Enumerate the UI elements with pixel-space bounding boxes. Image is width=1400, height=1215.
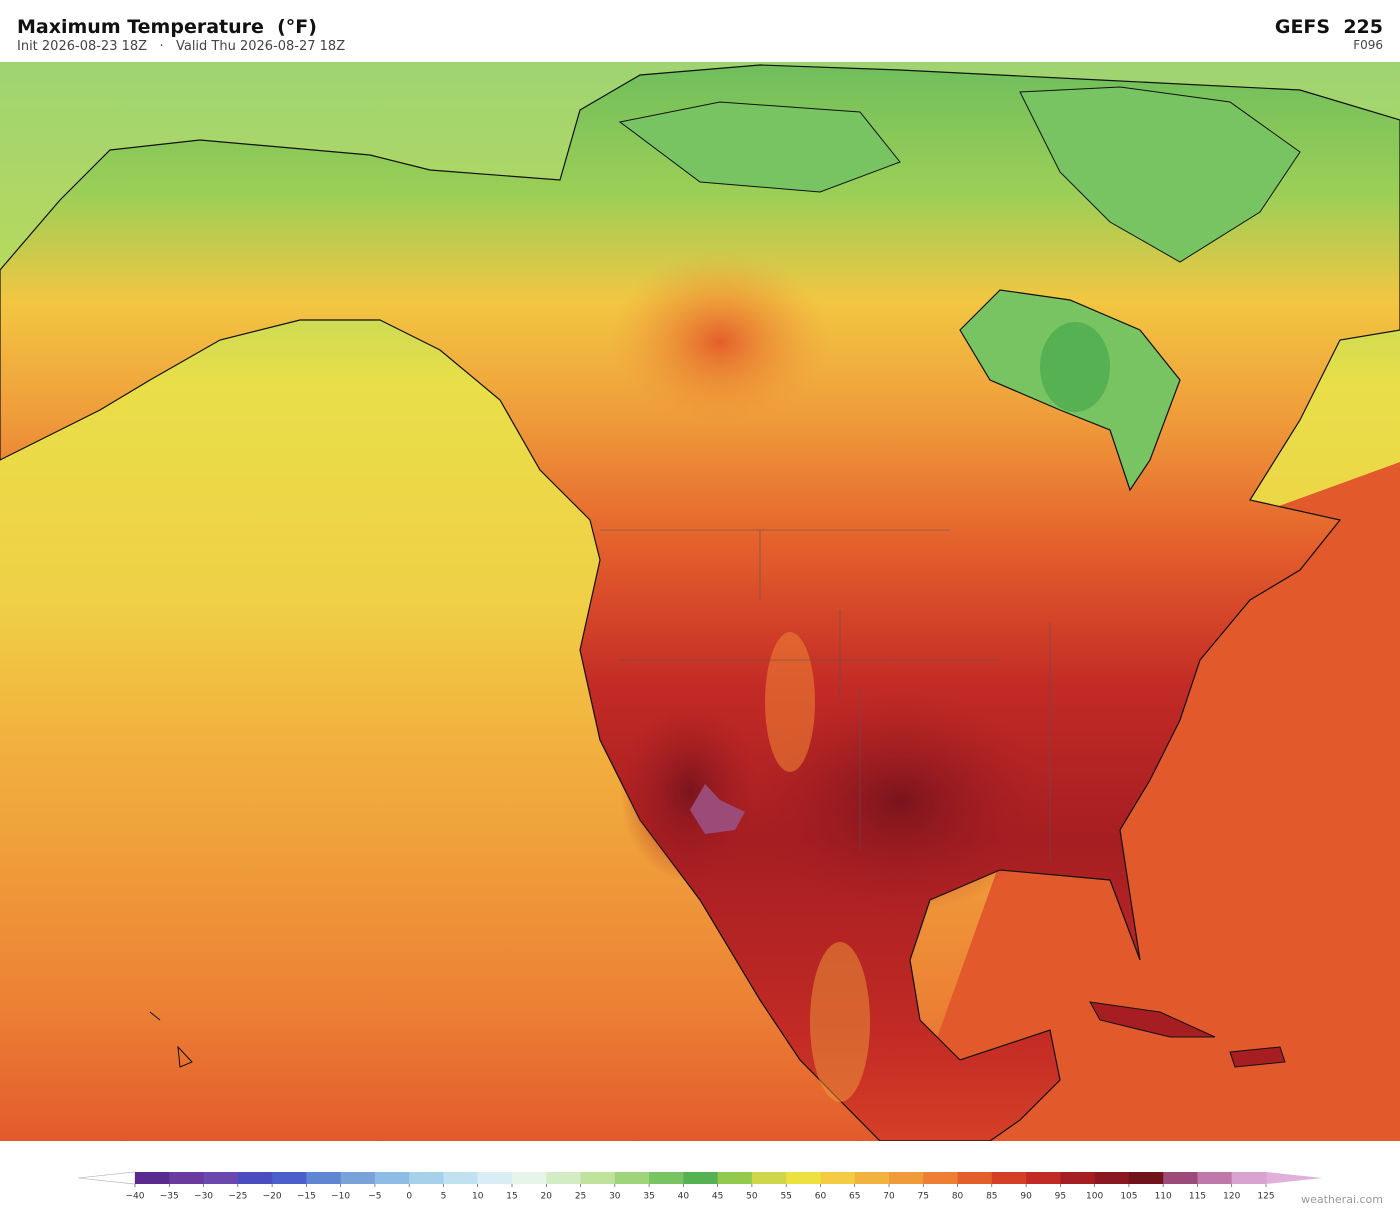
colorbar-band <box>1094 1172 1130 1184</box>
colorbar-label: −5 <box>368 1192 381 1202</box>
colorbar-band <box>717 1172 753 1184</box>
colorbar-label: −30 <box>194 1192 213 1202</box>
colorbar-label: 10 <box>472 1192 484 1202</box>
colorbar-label: 105 <box>1120 1192 1137 1202</box>
colorbar-band <box>614 1172 650 1184</box>
colorbar-band <box>751 1172 787 1184</box>
colorbar-band <box>649 1172 684 1184</box>
title: Maximum Temperature (°F) <box>17 16 317 38</box>
colorbar-label: 35 <box>643 1192 654 1202</box>
colorbar-label: 45 <box>712 1192 723 1202</box>
colorbar-band <box>203 1172 239 1184</box>
colorbar-band <box>683 1172 719 1184</box>
colorbar-label: 120 <box>1223 1192 1240 1202</box>
colorbar-label: −35 <box>160 1192 179 1202</box>
colorbar-label: 20 <box>541 1192 553 1202</box>
colorbar-label: 75 <box>918 1192 929 1202</box>
colorbar-label: 95 <box>1055 1192 1066 1202</box>
subtitle: Init 2026-08-23 18Z · Valid Thu 2026-08-… <box>17 39 346 54</box>
colorbar-under <box>77 1171 136 1185</box>
colorbar-band <box>237 1172 273 1184</box>
colorbar-band <box>340 1172 376 1184</box>
colorbar-band <box>443 1172 479 1184</box>
hudson-cool <box>1040 322 1110 412</box>
colorbar-band <box>889 1172 924 1184</box>
hot-west <box>620 702 760 882</box>
colorbar-band <box>512 1172 547 1184</box>
colorbar-label: 55 <box>780 1192 791 1202</box>
mexico-plateau <box>810 942 870 1102</box>
colorbar-band <box>854 1172 890 1184</box>
colorbar-band <box>786 1172 821 1184</box>
colorbar-label: 65 <box>849 1192 860 1202</box>
colorbar-band <box>409 1172 444 1184</box>
model: GEFS 225 <box>1274 16 1383 38</box>
hawaii <box>149 1011 193 1068</box>
colorbar-band <box>546 1172 582 1184</box>
colorbar-label: 30 <box>609 1192 621 1202</box>
caribbean-islands <box>1089 1001 1286 1068</box>
colorbar-label: 125 <box>1257 1192 1274 1202</box>
colorbar-label: −10 <box>331 1192 350 1202</box>
colorbar-label: 80 <box>952 1192 964 1202</box>
colorbar-band <box>820 1172 856 1184</box>
colorbar-band <box>1060 1172 1096 1184</box>
colorbar-band <box>306 1172 342 1184</box>
colorbar-band <box>1197 1172 1233 1184</box>
colorbar-label: 100 <box>1086 1192 1103 1202</box>
colorbar-label: 40 <box>678 1192 690 1202</box>
colorbar-band <box>1163 1172 1198 1184</box>
colorbar-band <box>957 1172 993 1184</box>
map <box>0 62 1400 1141</box>
warm-tongue <box>610 252 830 432</box>
colorbar-band <box>923 1172 959 1184</box>
colorbar-label: 25 <box>575 1192 586 1202</box>
colorbar-label: −20 <box>263 1192 282 1202</box>
colorbar-band <box>1231 1172 1267 1184</box>
colorbar-band <box>169 1172 205 1184</box>
colorbar-band <box>135 1172 170 1184</box>
watermark: weatherai.com <box>1301 1193 1383 1206</box>
atlantic <box>900 462 1400 1141</box>
colorbar-label: −15 <box>297 1192 316 1202</box>
colorbar-label: 60 <box>815 1192 827 1202</box>
colorbar-label: 85 <box>986 1192 997 1202</box>
colorbar-band <box>580 1172 616 1184</box>
colorbar-over <box>1266 1172 1322 1184</box>
forecast-hour: F096 <box>1353 38 1383 52</box>
colorbar-label: 15 <box>506 1192 517 1202</box>
mountains <box>765 632 815 772</box>
colorbar-band <box>477 1172 513 1184</box>
colorbar-label: 110 <box>1155 1192 1172 1202</box>
colorbar-label: 50 <box>746 1192 758 1202</box>
colorbar-label: 115 <box>1189 1192 1206 1202</box>
colorbar-label: −40 <box>126 1192 145 1202</box>
colorbar-label: −25 <box>228 1192 247 1202</box>
colorbar-band <box>272 1172 307 1184</box>
colorbar-label: 5 <box>441 1192 447 1202</box>
hot-core <box>750 692 1050 912</box>
arctic-islands <box>618 101 901 193</box>
extreme-heat <box>690 784 745 834</box>
colorbar: weatherai.com −40 −35 −30 −25 −20 −15 −10 −5 0 5 1… <box>77 1171 1383 1206</box>
colorbar-band <box>1026 1172 1061 1184</box>
header: Maximum Temperature (°F) Init 2026-08-23… <box>0 0 1400 62</box>
colorbar-band <box>1128 1172 1164 1184</box>
colorbar-band <box>991 1172 1027 1184</box>
colorbar-label: 0 <box>406 1192 412 1202</box>
arctic-islands <box>1019 86 1301 263</box>
colorbar-label: 70 <box>883 1192 895 1202</box>
colorbar-label: 90 <box>1020 1192 1032 1202</box>
colorbar-band <box>374 1172 410 1184</box>
borders <box>600 529 1051 862</box>
